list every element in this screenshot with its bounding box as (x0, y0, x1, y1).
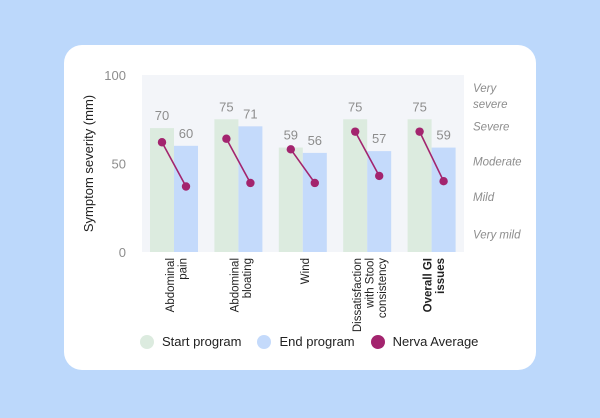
value-label-end: 56 (308, 133, 322, 148)
category-label: Overall GIissues (423, 258, 448, 312)
nerva-point-end (181, 182, 191, 191)
value-label-start: 59 (284, 128, 298, 143)
y-tick-label: 100 (104, 68, 126, 83)
legend: Start program End program Nerva Average (140, 334, 478, 349)
y-axis-label: Symptom severity (mm) (81, 95, 96, 232)
severity-label: Moderate (473, 157, 522, 169)
chart-svg: 0 50 100 Symptom severity (mm) Very severe Sev… (81, 68, 522, 332)
legend-label-start: Start program (162, 334, 242, 349)
value-label-end: 57 (372, 131, 386, 146)
category-label: Dissatisfactionwith Stoolconsistency (352, 258, 389, 332)
nerva-point-end (439, 177, 448, 186)
severity-label: Severe (473, 121, 509, 133)
chart-card: 0 50 100 Symptom severity (mm) Very severe Sev… (64, 45, 536, 370)
legend-swatch-start (140, 334, 154, 349)
bar-end-program (367, 151, 392, 252)
bar-end-program (174, 145, 198, 252)
nerva-line (418, 131, 445, 182)
category-label: Abdominalbloating (229, 258, 254, 312)
value-label-start: 75 (412, 99, 426, 114)
nerva-line (354, 131, 380, 177)
value-label-start: 75 (219, 99, 233, 114)
nerva-line (225, 138, 252, 184)
severity-label: Very mild (473, 229, 521, 241)
nerva-line (290, 148, 316, 184)
nerva-point-end (310, 178, 319, 188)
legend-label-end: End program (279, 334, 355, 349)
legend-label-nerva: Nerva Average (392, 334, 479, 349)
nerva-point-start (222, 134, 231, 143)
legend-item-start: Start program (140, 334, 241, 349)
bar-start-program (343, 119, 368, 252)
nerva-point-start (286, 145, 295, 154)
bar-start-program (407, 119, 432, 252)
value-label-start: 75 (348, 99, 362, 114)
nerva-point-start (351, 127, 360, 136)
legend-swatch-end (257, 334, 272, 349)
nerva-point-end (246, 178, 255, 188)
nerva-line (161, 141, 187, 187)
bar-end-program (302, 152, 327, 252)
legend-item-nerva: Nerva Average (370, 334, 479, 349)
nerva-point-end (375, 171, 384, 181)
value-label-end: 60 (179, 126, 193, 141)
severity-label: Mild (473, 192, 495, 204)
y-tick-label: 50 (112, 157, 126, 172)
value-label-start: 70 (155, 108, 169, 123)
legend-item-end: End program (257, 334, 355, 349)
value-label-end: 59 (436, 128, 450, 143)
y-tick-label: 0 (119, 245, 126, 260)
nerva-point-start (157, 138, 167, 147)
nerva-point-start (415, 127, 424, 136)
bar-start-program (278, 147, 303, 252)
legend-swatch-nerva (370, 334, 385, 349)
category-label: Wind (300, 258, 312, 284)
bar-end-program (238, 126, 263, 252)
bar-start-program (150, 128, 174, 252)
category-label: Abdominalpain (165, 258, 190, 312)
severity-label: Very severe (473, 83, 508, 111)
value-label-end: 71 (243, 106, 257, 121)
